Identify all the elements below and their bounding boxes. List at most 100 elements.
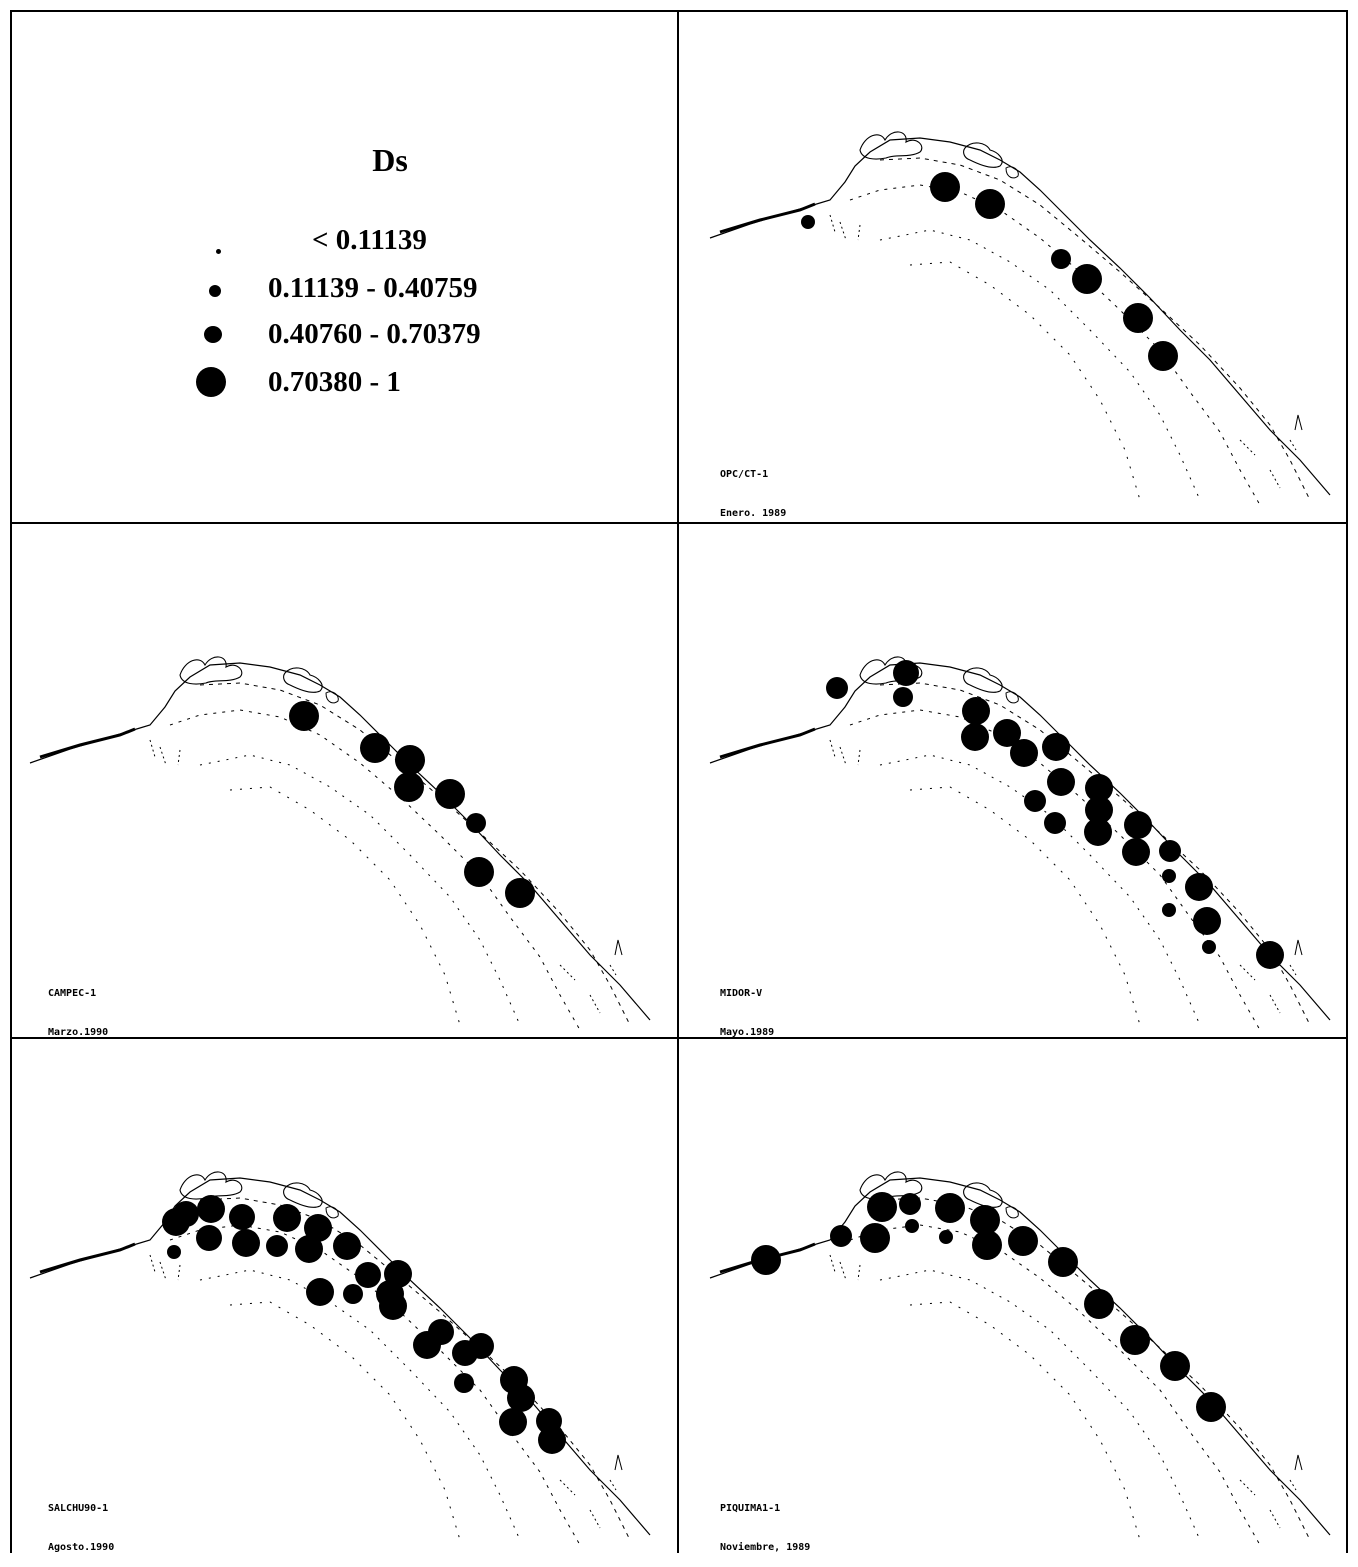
station-dot xyxy=(435,779,465,809)
legend-title: Ds xyxy=(372,142,408,178)
station-dot xyxy=(972,1230,1002,1260)
station-dot xyxy=(464,857,494,887)
panel-divider-horizontal-top xyxy=(10,522,1348,524)
station-dot xyxy=(289,701,319,731)
station-dot xyxy=(229,1204,255,1230)
station-dot xyxy=(1008,1226,1038,1256)
station-dot xyxy=(1048,1247,1078,1277)
station-dot xyxy=(1159,840,1181,862)
station-dot xyxy=(893,660,919,686)
panel-3-station: MIDOR-V xyxy=(720,988,763,999)
panel-2-station: CAMPEC-1 xyxy=(48,988,97,999)
station-dot xyxy=(860,1223,890,1253)
station-dot xyxy=(970,1205,1000,1235)
station-dot xyxy=(1160,1351,1190,1381)
station-dot xyxy=(1085,774,1113,802)
station-dot xyxy=(355,1262,381,1288)
station-dot xyxy=(505,878,535,908)
station-dot xyxy=(538,1426,566,1454)
panel-4-station: SALCHU90-1 xyxy=(48,1503,109,1514)
station-dot xyxy=(1124,811,1152,839)
station-dot xyxy=(466,813,486,833)
station-dot xyxy=(962,697,990,725)
panel-1-caption: OPC/CT-1 Enero. 1989 xyxy=(720,442,786,533)
station-dot xyxy=(751,1245,781,1275)
panel-3-date: Mayo.1989 xyxy=(720,1027,775,1038)
station-dot xyxy=(454,1373,474,1393)
station-dot xyxy=(1123,303,1153,333)
station-dot xyxy=(167,1245,181,1259)
station-dot xyxy=(1162,869,1176,883)
station-dot xyxy=(1051,249,1071,269)
station-dot xyxy=(1120,1325,1150,1355)
station-dot xyxy=(1044,812,1066,834)
station-dot xyxy=(1202,940,1216,954)
station-dot xyxy=(1193,907,1221,935)
station-dot xyxy=(993,719,1021,747)
panel-2-caption: CAMPEC-1 Marzo.1990 xyxy=(48,961,108,1052)
legend-symbol-class-3 xyxy=(204,326,222,343)
station-dot xyxy=(360,733,390,763)
station-dot xyxy=(1084,1289,1114,1319)
station-dot xyxy=(1196,1392,1226,1422)
legend-label-class-3: 0.40760 - 0.70379 xyxy=(268,318,481,350)
station-dot xyxy=(1042,733,1070,761)
station-dot xyxy=(1084,818,1112,846)
station-dot xyxy=(1185,873,1213,901)
station-dot xyxy=(379,1292,407,1320)
station-dot xyxy=(1010,739,1038,767)
station-dot xyxy=(975,189,1005,219)
legend-label-class-1: < 0.11139 xyxy=(312,224,427,256)
station-dot xyxy=(899,1193,921,1215)
panel-1-date: Enero. 1989 xyxy=(720,508,787,519)
station-dot xyxy=(826,677,848,699)
station-dot xyxy=(306,1278,334,1306)
station-dot xyxy=(333,1232,361,1260)
station-dot xyxy=(1047,768,1075,796)
panel-3-caption: MIDOR-V Mayo.1989 xyxy=(720,961,774,1052)
station-dot xyxy=(1122,838,1150,866)
station-dot xyxy=(1162,903,1176,917)
legend-symbol-class-1 xyxy=(216,249,221,254)
station-dot xyxy=(343,1284,363,1304)
station-dot xyxy=(830,1225,852,1247)
panel-divider-horizontal-bottom xyxy=(10,1037,1348,1039)
map-panel-5 xyxy=(708,1170,1332,1547)
station-dot xyxy=(232,1229,260,1257)
panel-4-date: Agosto.1990 xyxy=(48,1542,115,1553)
panel-4-caption: SALCHU90-1 Agosto.1990 xyxy=(48,1476,114,1567)
station-dot xyxy=(867,1192,897,1222)
station-dot xyxy=(266,1235,288,1257)
map-panel-2 xyxy=(28,655,652,1032)
station-dot xyxy=(1256,941,1284,969)
station-dot xyxy=(295,1235,323,1263)
station-dot xyxy=(499,1408,527,1436)
station-dot xyxy=(1024,790,1046,812)
station-dot xyxy=(394,772,424,802)
panel-5-date: Noviembre, 1989 xyxy=(720,1542,811,1553)
station-dot xyxy=(893,687,913,707)
station-dot xyxy=(801,215,815,229)
station-dot xyxy=(197,1195,225,1223)
figure-frame xyxy=(10,10,1348,1553)
legend-label-class-2: 0.11139 - 0.40759 xyxy=(268,272,478,304)
panel-1-station: OPC/CT-1 xyxy=(720,469,769,480)
station-dot xyxy=(428,1319,454,1345)
station-dot xyxy=(273,1204,301,1232)
station-dot xyxy=(905,1219,919,1233)
station-dot xyxy=(939,1230,953,1244)
map-panel-4 xyxy=(28,1170,652,1547)
station-dot xyxy=(935,1193,965,1223)
station-dot xyxy=(468,1333,494,1359)
station-dot xyxy=(961,723,989,751)
station-dot xyxy=(1148,341,1178,371)
station-dot xyxy=(196,1225,222,1251)
station-dot xyxy=(173,1201,199,1227)
panel-5-caption: PIQUIMA1-1 Noviembre, 1989 xyxy=(720,1476,810,1567)
station-dot xyxy=(1072,264,1102,294)
panel-5-station: PIQUIMA1-1 xyxy=(720,1503,781,1514)
legend-symbol-class-4 xyxy=(196,367,226,397)
panel-2-date: Marzo.1990 xyxy=(48,1027,109,1038)
legend-label-class-4: 0.70380 - 1 xyxy=(268,366,401,398)
